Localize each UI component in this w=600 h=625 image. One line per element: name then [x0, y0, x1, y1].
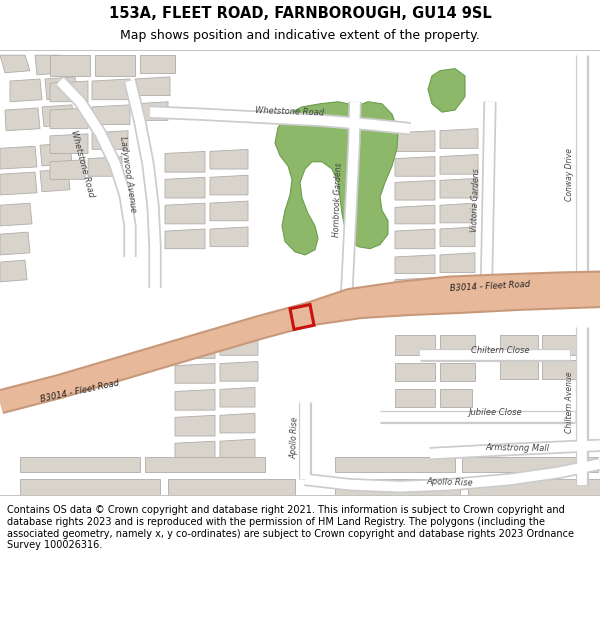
Polygon shape — [210, 201, 248, 221]
Polygon shape — [542, 334, 578, 355]
Text: Chiltern Avenue: Chiltern Avenue — [566, 371, 575, 432]
Polygon shape — [165, 151, 205, 172]
Text: Hornbrook Gardens: Hornbrook Gardens — [332, 162, 344, 238]
Polygon shape — [275, 102, 398, 255]
Polygon shape — [220, 388, 255, 407]
Polygon shape — [0, 260, 27, 282]
Polygon shape — [462, 457, 598, 472]
Polygon shape — [165, 177, 205, 198]
Polygon shape — [210, 175, 248, 195]
Polygon shape — [468, 479, 600, 495]
Polygon shape — [220, 439, 255, 459]
Polygon shape — [92, 131, 128, 149]
Polygon shape — [395, 229, 435, 249]
Polygon shape — [175, 338, 215, 358]
Text: 153A, FLEET ROAD, FARNBOROUGH, GU14 9SL: 153A, FLEET ROAD, FARNBOROUGH, GU14 9SL — [109, 6, 491, 21]
Polygon shape — [395, 389, 435, 407]
Polygon shape — [220, 413, 255, 433]
Polygon shape — [88, 157, 122, 176]
Polygon shape — [395, 181, 435, 200]
Text: Victoria Gardens: Victoria Gardens — [470, 168, 482, 232]
Polygon shape — [168, 479, 295, 495]
Polygon shape — [135, 77, 170, 96]
Polygon shape — [92, 105, 130, 124]
Polygon shape — [440, 253, 475, 272]
Polygon shape — [428, 69, 465, 112]
Text: Apollo Rise: Apollo Rise — [290, 417, 300, 459]
Text: Ladywood Avenue: Ladywood Avenue — [118, 136, 138, 213]
Text: Armstrong Mall: Armstrong Mall — [486, 443, 550, 454]
Polygon shape — [440, 154, 478, 174]
Polygon shape — [45, 77, 77, 99]
Polygon shape — [50, 134, 88, 154]
Polygon shape — [175, 416, 215, 436]
Polygon shape — [440, 227, 475, 247]
Text: Whetstone Road: Whetstone Road — [69, 129, 95, 198]
Polygon shape — [542, 361, 578, 379]
Polygon shape — [50, 160, 85, 179]
Polygon shape — [50, 55, 90, 76]
Polygon shape — [500, 334, 538, 355]
Polygon shape — [220, 336, 258, 355]
Polygon shape — [40, 143, 72, 166]
Polygon shape — [395, 205, 435, 224]
Polygon shape — [395, 255, 435, 274]
Polygon shape — [395, 362, 435, 381]
Polygon shape — [335, 479, 460, 495]
Text: Conway Drive: Conway Drive — [566, 148, 575, 201]
Polygon shape — [0, 232, 30, 255]
Text: Chiltern Close: Chiltern Close — [471, 346, 529, 354]
Polygon shape — [440, 334, 475, 355]
Text: B3014 - Fleet Road: B3014 - Fleet Road — [449, 279, 530, 292]
Polygon shape — [40, 169, 70, 192]
Polygon shape — [395, 157, 435, 176]
Polygon shape — [50, 81, 88, 102]
Polygon shape — [50, 108, 88, 129]
Text: Contains OS data © Crown copyright and database right 2021. This information is : Contains OS data © Crown copyright and d… — [7, 506, 574, 550]
Polygon shape — [135, 102, 168, 121]
Polygon shape — [440, 178, 478, 198]
Polygon shape — [175, 389, 215, 410]
Polygon shape — [0, 172, 37, 195]
Polygon shape — [165, 203, 205, 224]
Polygon shape — [395, 131, 435, 151]
Polygon shape — [5, 108, 40, 131]
Polygon shape — [395, 278, 435, 296]
Polygon shape — [210, 149, 248, 169]
Polygon shape — [440, 389, 472, 407]
Polygon shape — [175, 441, 215, 462]
Polygon shape — [165, 229, 205, 249]
Polygon shape — [440, 203, 475, 223]
Text: Jubilee Close: Jubilee Close — [468, 408, 522, 417]
Polygon shape — [140, 55, 175, 72]
Polygon shape — [440, 276, 475, 295]
Polygon shape — [220, 361, 258, 381]
Polygon shape — [0, 203, 32, 226]
Polygon shape — [145, 457, 265, 472]
Polygon shape — [440, 129, 478, 148]
Polygon shape — [42, 105, 74, 127]
Text: Apollo Rise: Apollo Rise — [427, 478, 473, 488]
Polygon shape — [440, 362, 475, 381]
Polygon shape — [10, 79, 42, 102]
Polygon shape — [335, 457, 455, 472]
Polygon shape — [210, 227, 248, 247]
Polygon shape — [395, 334, 435, 355]
Polygon shape — [92, 79, 130, 99]
Polygon shape — [95, 55, 135, 76]
Polygon shape — [20, 479, 160, 495]
Polygon shape — [500, 361, 538, 379]
Polygon shape — [0, 55, 30, 72]
Polygon shape — [35, 55, 62, 75]
Polygon shape — [175, 364, 215, 383]
Text: B3014 - Fleet Road: B3014 - Fleet Road — [40, 379, 120, 404]
Polygon shape — [20, 457, 140, 472]
Text: Map shows position and indicative extent of the property.: Map shows position and indicative extent… — [120, 29, 480, 42]
Text: Whetstone Road: Whetstone Road — [256, 106, 325, 118]
Polygon shape — [0, 146, 37, 169]
